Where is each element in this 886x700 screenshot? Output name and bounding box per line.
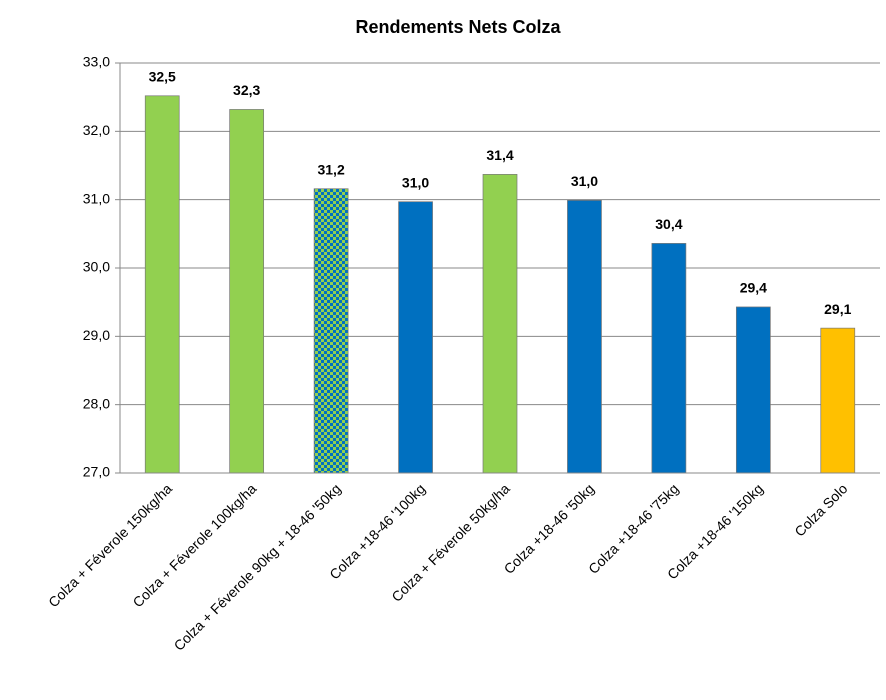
bar (313, 188, 349, 474)
data-label: 31,0 (571, 173, 598, 189)
y-tick-label: 32,0 (83, 122, 110, 138)
x-tick-label: Colza + Féverole 90kg + 18-46 '50kg (170, 480, 343, 653)
data-label: 31,0 (402, 174, 429, 190)
bar (820, 327, 856, 474)
y-tick-label: 29,0 (83, 327, 110, 343)
data-label: 29,1 (824, 301, 851, 317)
bar (651, 243, 687, 474)
x-tick-label: Colza +18-46 '50kg (501, 480, 598, 577)
y-tick-label: 28,0 (83, 395, 110, 411)
bar (398, 201, 433, 474)
data-label: 31,4 (486, 147, 513, 163)
data-label: 32,3 (233, 82, 260, 98)
y-tick-label: 30,0 (83, 259, 110, 275)
x-tick-label: Colza +18-46 '75kg (585, 480, 682, 577)
data-label: 31,2 (317, 161, 344, 177)
x-tick-label: Colza Solo (791, 480, 850, 539)
y-tick-label: 31,0 (83, 190, 110, 206)
y-tick-label: 33,0 (83, 54, 110, 70)
bar (229, 109, 265, 474)
x-tick-label: Colza +18-46 '100kg (326, 480, 428, 582)
data-label: 32,5 (149, 69, 176, 85)
bar (735, 306, 771, 474)
data-label: 30,4 (655, 216, 682, 232)
data-label: 29,4 (740, 280, 767, 296)
bar (144, 95, 180, 474)
bar (567, 200, 602, 474)
y-tick-label: 27,0 (83, 464, 110, 480)
x-tick-label: Colza +18-46 '150kg (664, 480, 766, 582)
bar (482, 174, 518, 474)
chart-title: Rendements Nets Colza (355, 17, 561, 37)
